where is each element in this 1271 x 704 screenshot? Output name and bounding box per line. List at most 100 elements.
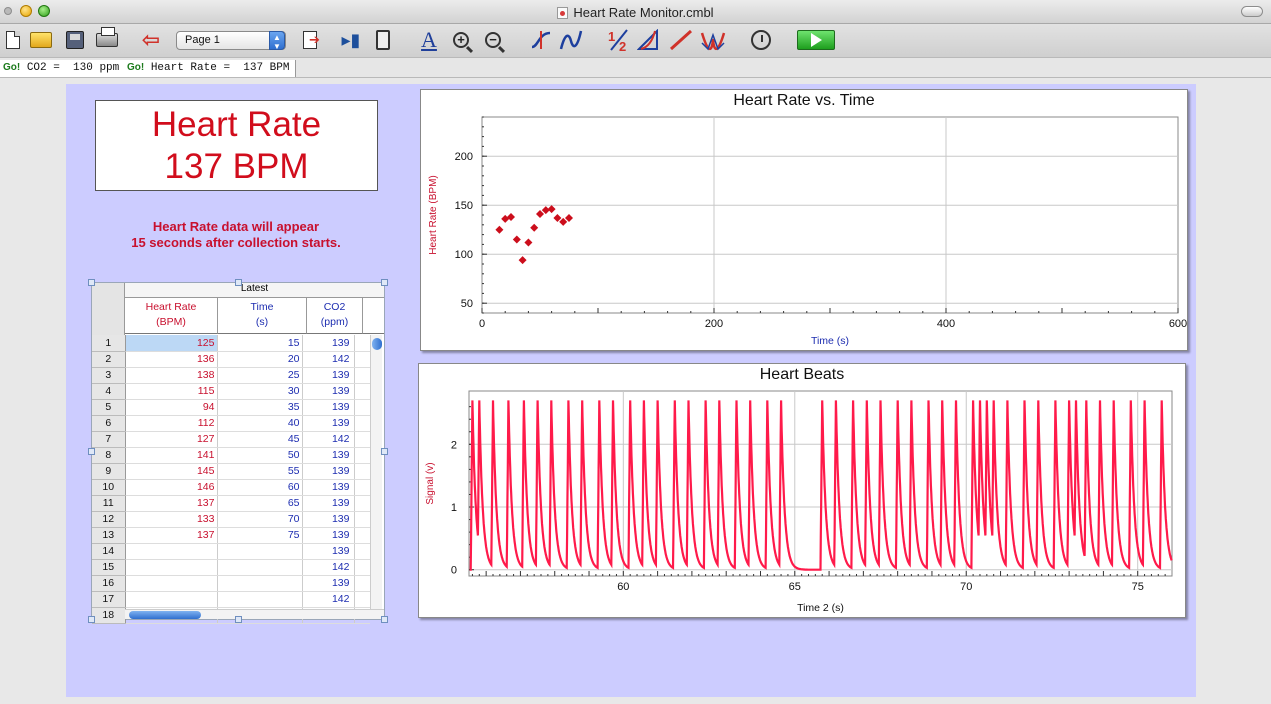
heart-rate-cell[interactable]: 141 (125, 447, 218, 464)
co2-cell[interactable]: 139 (302, 527, 355, 544)
data-browser-icon[interactable]: ▸▮ (341, 30, 361, 50)
column-header-heart-rate[interactable]: Heart Rate (BPM) (125, 298, 218, 334)
co2-cell[interactable]: 139 (302, 399, 355, 416)
data-collection-icon[interactable] (748, 27, 774, 53)
heart-rate-cell[interactable] (125, 591, 218, 608)
print-icon[interactable] (94, 27, 120, 53)
toolbar-toggle-button[interactable] (1241, 6, 1263, 17)
curve-fit-icon[interactable] (700, 27, 726, 53)
table-row[interactable]: 5 94 35 139 (92, 399, 370, 416)
heart-rate-cell[interactable] (125, 575, 218, 592)
examine-icon[interactable] (528, 27, 554, 53)
co2-cell[interactable]: 142 (302, 591, 355, 608)
table-row[interactable]: 2 136 20 142 (92, 351, 370, 368)
table-row[interactable]: 15 142 (92, 559, 370, 576)
co2-cell[interactable]: 139 (302, 543, 355, 560)
heart-rate-cell[interactable] (125, 543, 218, 560)
time-cell[interactable]: 70 (217, 511, 303, 528)
resize-handle[interactable] (88, 448, 95, 455)
time-cell[interactable]: 30 (217, 383, 303, 400)
previous-page-icon[interactable]: ⇦ (141, 27, 161, 52)
co2-cell[interactable]: 139 (302, 447, 355, 464)
co2-cell[interactable]: 139 (302, 479, 355, 496)
scroll-thumb[interactable] (129, 611, 201, 619)
save-disk-icon[interactable] (62, 27, 88, 53)
heart-rate-cell[interactable]: 145 (125, 463, 218, 480)
co2-cell[interactable]: 139 (302, 463, 355, 480)
time-cell[interactable] (217, 575, 303, 592)
close-window-button[interactable] (4, 7, 12, 15)
co2-cell[interactable]: 139 (302, 335, 355, 352)
heart-beats-graph[interactable]: Heart Beats 60 65 70 75 0 1 2 Time 2 (s) Signal … (418, 363, 1186, 618)
time-cell[interactable]: 50 (217, 447, 303, 464)
scroll-thumb[interactable] (372, 338, 382, 350)
table-row[interactable]: 12 133 70 139 (92, 511, 370, 528)
table-row[interactable]: 10 146 60 139 (92, 479, 370, 496)
co2-cell[interactable]: 142 (302, 559, 355, 576)
heart-rate-meter[interactable]: Go! Heart Rate = 137 BPM (124, 60, 297, 77)
time-cell[interactable]: 20 (217, 351, 303, 368)
column-header-co2[interactable]: CO2 (ppm) (307, 298, 363, 334)
resize-handle[interactable] (381, 279, 388, 286)
page-select-arrows-icon[interactable]: ▲ ▼ (269, 31, 285, 51)
heart-rate-cell[interactable]: 115 (125, 383, 218, 400)
heart-rate-cell[interactable]: 146 (125, 479, 218, 496)
co2-cell[interactable]: 139 (302, 511, 355, 528)
interpolate-icon[interactable] (558, 27, 584, 53)
table-row[interactable]: 11 137 65 139 (92, 495, 370, 512)
open-folder-icon[interactable] (28, 27, 54, 53)
table-row[interactable]: 1 125 15 139 (92, 335, 370, 352)
time-cell[interactable]: 25 (217, 367, 303, 384)
co2-cell[interactable]: 139 (302, 367, 355, 384)
time-cell[interactable]: 60 (217, 479, 303, 496)
time-cell[interactable]: 45 (217, 431, 303, 448)
table-row[interactable]: 8 141 50 139 (92, 447, 370, 464)
heart-rate-graph[interactable]: Heart Rate vs. Time 0 200 400 600 50 100 150 20… (420, 89, 1188, 351)
co2-cell[interactable]: 139 (302, 383, 355, 400)
heart-rate-cell[interactable]: 137 (125, 495, 218, 512)
resize-handle[interactable] (88, 279, 95, 286)
time-cell[interactable]: 40 (217, 415, 303, 432)
heart-rate-cell[interactable]: 137 (125, 527, 218, 544)
table-row[interactable]: 7 127 45 142 (92, 431, 370, 448)
co2-cell[interactable]: 139 (302, 495, 355, 512)
time-cell[interactable]: 65 (217, 495, 303, 512)
time-cell[interactable]: 75 (217, 527, 303, 544)
new-doc-icon[interactable] (0, 27, 26, 53)
resize-handle[interactable] (381, 448, 388, 455)
table-row[interactable]: 9 145 55 139 (92, 463, 370, 480)
heart-rate-cell[interactable]: 138 (125, 367, 218, 384)
table-row[interactable]: 14 139 (92, 543, 370, 560)
table-row[interactable]: 13 137 75 139 (92, 527, 370, 544)
time-cell[interactable]: 35 (217, 399, 303, 416)
co2-cell[interactable]: 142 (302, 431, 355, 448)
co2-cell[interactable]: 139 (302, 575, 355, 592)
table-row[interactable]: 17 142 (92, 591, 370, 608)
heart-rate-cell[interactable]: 136 (125, 351, 218, 368)
time-cell[interactable]: 15 (217, 335, 303, 352)
zoom-in-icon[interactable]: + (448, 27, 474, 53)
calculator-icon[interactable] (370, 27, 396, 53)
tangent-icon[interactable] (636, 27, 662, 53)
time-cell[interactable] (217, 559, 303, 576)
heart-rate-cell[interactable]: 127 (125, 431, 218, 448)
table-row[interactable]: 16 139 (92, 575, 370, 592)
heart-rate-cell[interactable]: 133 (125, 511, 218, 528)
zoom-window-button[interactable] (38, 5, 50, 17)
page-select[interactable]: Page 1 ▲ ▼ (176, 31, 286, 51)
vertical-scrollbar[interactable] (370, 335, 382, 610)
heart-rate-display[interactable]: Heart Rate 137 BPM (95, 100, 378, 191)
heart-rate-cell[interactable]: 112 (125, 415, 218, 432)
table-row[interactable]: 6 112 40 139 (92, 415, 370, 432)
heart-rate-cell[interactable] (125, 559, 218, 576)
co2-cell[interactable]: 142 (302, 351, 355, 368)
zoom-out-icon[interactable]: − (480, 27, 506, 53)
heart-rate-cell[interactable]: 94 (125, 399, 218, 416)
horizontal-scrollbar[interactable] (125, 609, 384, 619)
heart-rate-cell[interactable]: 125 (125, 335, 218, 352)
time-cell[interactable] (217, 543, 303, 560)
linear-fit-icon[interactable] (668, 27, 694, 53)
resize-handle[interactable] (235, 279, 242, 286)
co2-meter[interactable]: Go! CO2 = 130 ppm (0, 60, 127, 77)
